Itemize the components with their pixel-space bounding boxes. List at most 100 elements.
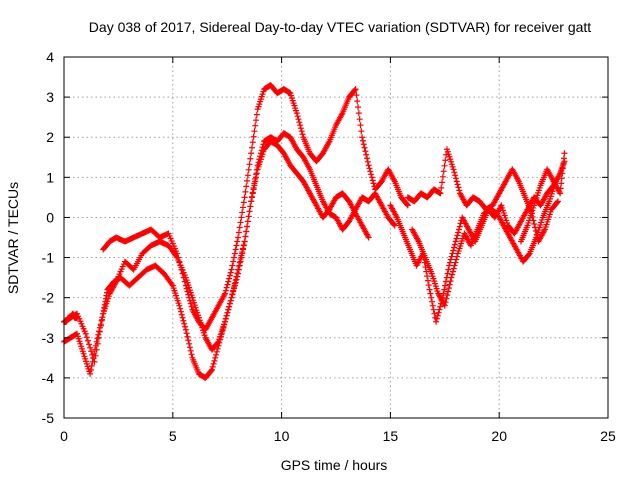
data-point-interp: [225, 278, 232, 285]
data-point-interp: [437, 303, 444, 310]
y-tick-label: 0: [46, 209, 54, 225]
data-point-interp: [233, 242, 240, 249]
y-axis-ticks: 4 3 2 1 0 -1 -2 -3 -4 -5: [42, 49, 608, 426]
data-point: [441, 302, 448, 309]
data-point: [352, 86, 359, 93]
data-point-interp: [358, 128, 365, 135]
data-point-interp: [211, 357, 218, 364]
data-point-interp: [368, 174, 375, 181]
data-point-interp: [440, 290, 447, 297]
data-point-interp: [255, 159, 262, 166]
data-point-interp: [86, 341, 93, 348]
y-tick-label: 3: [46, 89, 54, 105]
data-point-interp: [242, 233, 249, 240]
data-point: [448, 274, 455, 281]
data-point-interp: [439, 173, 446, 180]
data-point-interp: [260, 141, 267, 148]
data-point-interp: [294, 113, 301, 120]
data-point-interp: [213, 348, 220, 355]
data-point-interp: [451, 244, 458, 251]
data-point-interp: [439, 179, 446, 186]
data-point-interp: [83, 334, 90, 341]
data-point-interp: [236, 224, 243, 231]
data-point: [554, 198, 561, 205]
data-point: [241, 238, 248, 245]
data-point-interp: [438, 184, 445, 191]
x-tick-label: 0: [60, 428, 68, 444]
data-point-interp: [84, 337, 91, 344]
data-point-interp: [453, 256, 460, 263]
data-point-interp: [525, 251, 532, 258]
data-point-interp: [92, 352, 99, 359]
data-point-interp: [425, 282, 432, 289]
data-point-interp: [177, 262, 184, 269]
data-point-interp: [223, 312, 230, 319]
y-axis-title: SDTVAR / TECUs: [5, 182, 21, 294]
data-point-interp: [235, 263, 242, 270]
data-point-interp: [244, 218, 251, 225]
data-point-interp: [451, 169, 458, 176]
data-point: [182, 326, 189, 333]
data-point-interp: [226, 300, 233, 307]
data-point-interp: [249, 189, 256, 196]
data-point-interp: [363, 151, 370, 158]
data-point-interp: [180, 317, 187, 324]
data-point-interp: [455, 226, 462, 233]
x-axis-ticks: 0 5 10 15 20 25: [60, 57, 616, 444]
x-tick-label: 25: [600, 428, 616, 444]
series-7: [61, 310, 81, 325]
data-point-interp: [247, 155, 254, 162]
data-point-interp: [232, 277, 239, 284]
chart-title: Day 038 of 2017, Sidereal Day-to-day VTE…: [89, 19, 592, 35]
data-point-interp: [246, 161, 253, 168]
x-tick-label: 5: [169, 428, 177, 444]
data-point: [228, 294, 235, 301]
data-point-interp: [208, 367, 215, 374]
data-point-interp: [222, 315, 229, 322]
data-point-interp: [424, 273, 431, 280]
y-tick-label: 1: [46, 169, 54, 185]
data-point-interp: [88, 362, 95, 369]
series-5: [409, 178, 559, 309]
data-point-interp: [187, 300, 194, 307]
series-1: [61, 130, 398, 365]
data-point-interp: [252, 122, 259, 129]
data-point-interp: [233, 273, 240, 280]
data-point-interp: [97, 322, 104, 329]
data-point-interp: [239, 204, 246, 211]
data-point-interp: [186, 294, 193, 301]
data-point-interp: [259, 144, 266, 151]
data-point-interp: [295, 116, 302, 123]
data-point-interp: [360, 141, 367, 148]
data-point: [365, 162, 372, 169]
data-point-interp: [390, 221, 397, 228]
y-tick-label: 4: [46, 49, 54, 65]
data-point-interp: [253, 117, 260, 124]
data-point-interp: [237, 256, 244, 263]
data-point-interp: [252, 175, 259, 182]
data-point-interp: [456, 223, 463, 230]
data-point-interp: [240, 199, 247, 206]
data-point-interp: [186, 340, 193, 347]
data-point-interp: [175, 254, 182, 261]
data-point-interp: [247, 203, 254, 210]
data-point-interp: [446, 259, 453, 266]
data-point-interp: [230, 287, 237, 294]
data-point-interp: [179, 270, 186, 277]
data-point-interp: [354, 98, 361, 105]
data-point-interp: [443, 295, 450, 302]
data-point-interp: [209, 363, 216, 370]
data-point-interp: [232, 246, 239, 253]
data-point: [391, 222, 398, 229]
data-point-interp: [244, 172, 251, 179]
data-point-interp: [231, 254, 237, 261]
data-point: [74, 314, 81, 321]
data-point-interp: [257, 150, 264, 157]
data-point: [437, 190, 444, 197]
data-point-interp: [362, 148, 369, 155]
x-axis-title: GPS time / hours: [281, 457, 388, 473]
data-point-interp: [181, 320, 188, 327]
data-point-interp: [183, 330, 190, 337]
data-point-interp: [180, 274, 187, 281]
data-point-interp: [249, 139, 256, 146]
